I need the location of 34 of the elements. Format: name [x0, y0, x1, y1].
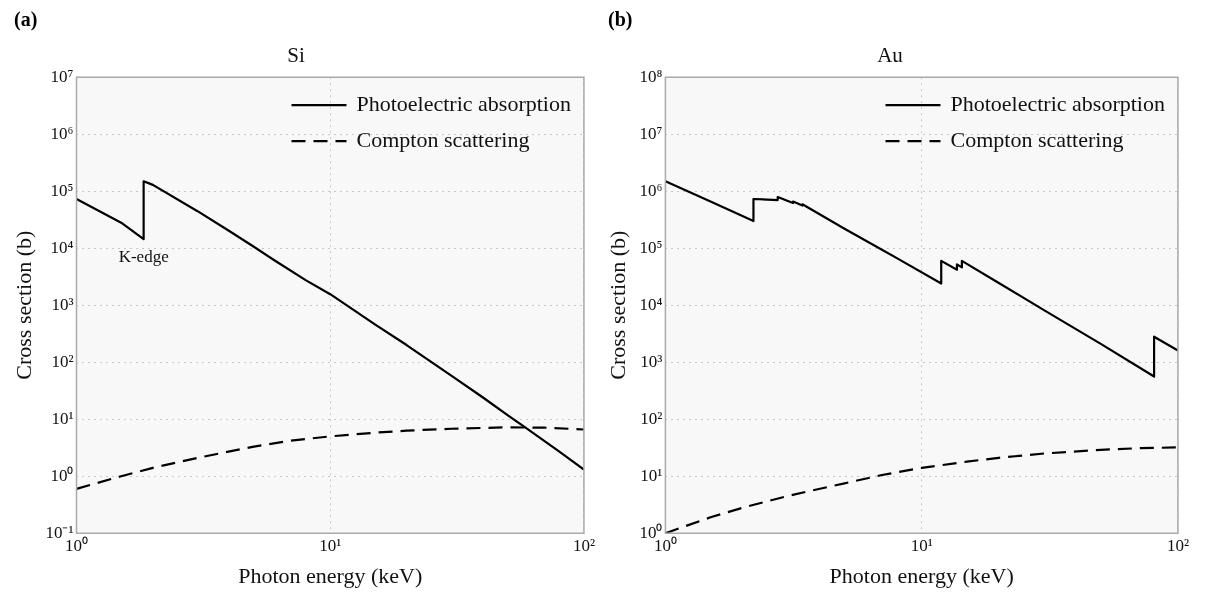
x-axis-title: Photon energy (keV)	[829, 562, 1014, 588]
y-tick-label: 10⁵	[639, 237, 663, 257]
y-tick-label: 10¹	[640, 465, 663, 485]
y-tick-label: 10⁵	[50, 180, 74, 200]
y-tick-label: 10³	[51, 294, 74, 314]
text: (a)	[14, 8, 38, 30]
chart-title: Si	[287, 43, 305, 68]
y-tick-label: 10⁶	[50, 123, 74, 143]
legend-label: Photoelectric absorption	[950, 90, 1165, 116]
x-tick-label: 10¹	[319, 535, 342, 555]
y-tick-label: 10⁴	[639, 294, 663, 314]
annotation: K-edge	[118, 247, 169, 267]
y-tick-label: 10⁰	[50, 465, 74, 485]
x-tick-label: 10⁰	[65, 535, 88, 555]
x-tick-label: 10²	[1166, 535, 1190, 555]
y-tick-label: 10³	[640, 351, 663, 371]
x-tick-label: 10²	[572, 535, 596, 555]
legend-label: Compton scattering	[950, 126, 1124, 152]
text: (b)	[608, 8, 633, 30]
y-tick-label: 10⁴	[50, 237, 74, 257]
y-axis-title: Cross section (b)	[10, 230, 36, 380]
x-axis-title: Photon energy (keV)	[238, 562, 423, 588]
x-tick-label: 10¹	[910, 535, 933, 555]
legend-label: Photoelectric absorption	[356, 90, 571, 116]
y-tick-label: 10¹	[51, 408, 74, 428]
y-tick-label: 10²	[51, 351, 74, 371]
y-tick-label: 10⁸	[639, 66, 663, 86]
y-tick-label: 10⁷	[50, 66, 74, 86]
y-tick-label: 10⁷	[639, 123, 663, 143]
chart-title: Au	[877, 43, 904, 68]
y-axis-title: Cross section (b)	[604, 230, 630, 380]
legend-label: Compton scattering	[356, 126, 530, 152]
y-tick-label: 10⁶	[639, 180, 663, 200]
y-tick-label: 10²	[640, 408, 663, 428]
